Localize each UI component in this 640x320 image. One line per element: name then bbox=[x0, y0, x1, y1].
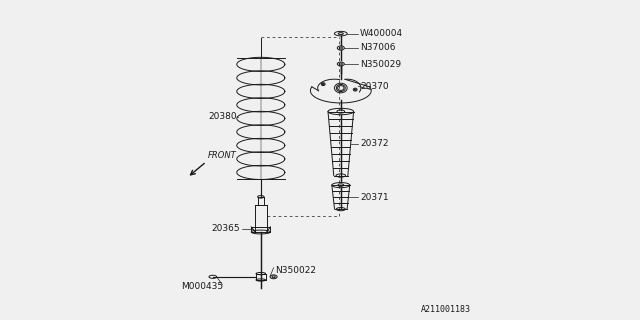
Text: 20371: 20371 bbox=[360, 193, 388, 202]
Text: A211001183: A211001183 bbox=[420, 305, 470, 314]
Text: 20372: 20372 bbox=[360, 139, 388, 148]
Text: N37006: N37006 bbox=[360, 44, 396, 52]
Text: W400004: W400004 bbox=[360, 29, 403, 38]
Text: 20380: 20380 bbox=[208, 112, 237, 121]
Text: M000435: M000435 bbox=[181, 282, 223, 291]
Text: FRONT: FRONT bbox=[208, 151, 237, 160]
Text: N350029: N350029 bbox=[360, 60, 401, 68]
Text: 20370: 20370 bbox=[360, 82, 388, 91]
Text: N350022: N350022 bbox=[275, 266, 316, 275]
Text: 20365: 20365 bbox=[211, 224, 240, 233]
